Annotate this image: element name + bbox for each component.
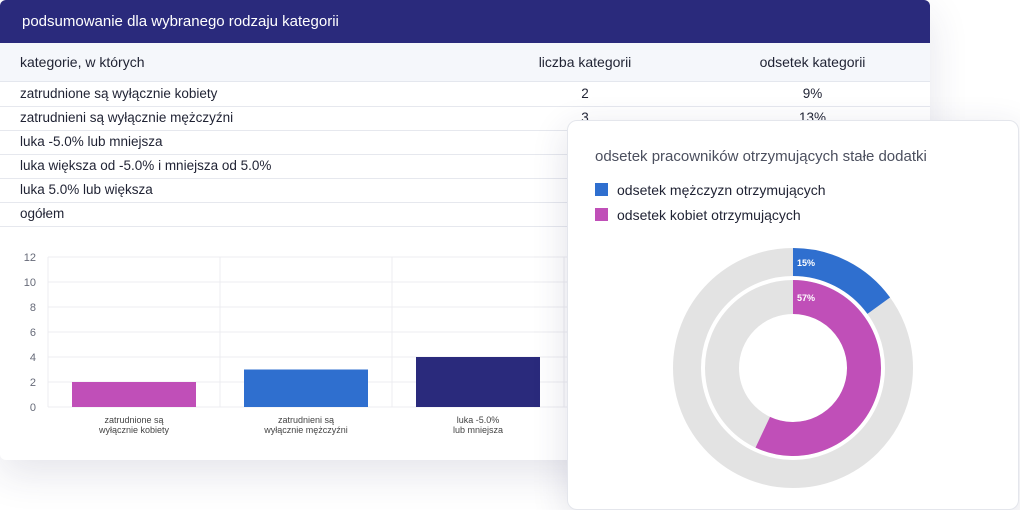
donut-slice [792,248,891,315]
x-tick-label: wyłącznie kobiety [98,425,170,435]
row-label: luka 5.0% lub większa [20,182,153,197]
y-tick-label: 6 [30,327,36,339]
row-label: zatrudnione są wyłącznie kobiety [20,86,218,101]
table-row: ogółem [0,202,930,227]
table-row: zatrudnione są wyłącznie kobiety 2 9% [0,82,930,107]
y-tick-label: 8 [30,302,36,314]
y-tick-label: 0 [30,402,36,414]
row-count: 3 [581,110,589,125]
x-tick-label: zatrudnieni są [278,415,334,425]
row-label: luka większa od -5.0% i mniejsza od 5.0% [20,158,272,173]
x-tick-label: luka -5.0% [457,415,500,425]
row-label: luka -5.0% lub mniejsza [20,134,163,149]
x-tick-label: wyłącznie mężczyźni [263,425,348,435]
column-header-count: liczba kategorii [538,54,632,70]
legend-label-men: odsetek mężczyzn otrzymujących [617,182,826,198]
row-percent: 9% [802,86,823,101]
slice-value-label: 15% [797,258,815,268]
x-tick-label: lub mniejsza [453,425,503,435]
bar [244,369,368,407]
bar [72,382,196,407]
slice-value-label: 57% [797,293,815,303]
y-tick-label: 10 [24,277,36,289]
column-header-percent: odsetek kategorii [759,54,866,70]
y-tick-label: 12 [24,252,36,264]
row-label: ogółem [20,206,65,221]
legend-item-men: odsetek mężczyzn otrzymujących [595,182,826,198]
table-header: kategorie, w których liczba kategorii od… [0,43,930,82]
donut-chart: 15% 57% [673,248,913,488]
table-row: luka 5.0% lub większa [0,178,930,203]
row-count: 2 [581,86,589,101]
donut-slice [755,280,881,456]
legend-swatch-men [595,183,608,196]
y-tick-label: 4 [30,352,36,364]
legend-item-women: odsetek kobiet otrzymujących [595,207,801,223]
y-tick-label: 2 [30,377,36,389]
bar [416,357,540,407]
table-row: luka większa od -5.0% i mniejsza od 5.0% [0,154,930,179]
x-tick-label: zatrudnione są [104,415,163,425]
legend-label-women: odsetek kobiet otrzymujących [617,207,801,223]
summary-title: podsumowanie dla wybranego rodzaju kateg… [0,0,930,43]
column-header-category: kategorie, w których [20,54,145,70]
donut-card: 15% 57% odsetek pracowników otrzymujących… [567,120,1019,510]
legend-swatch-women [595,208,608,221]
row-label: zatrudnieni są wyłącznie mężczyźni [20,110,234,125]
donut-title: odsetek pracowników otrzymujących stałe … [595,148,927,165]
table-row: luka -5.0% lub mniejsza [0,130,930,155]
